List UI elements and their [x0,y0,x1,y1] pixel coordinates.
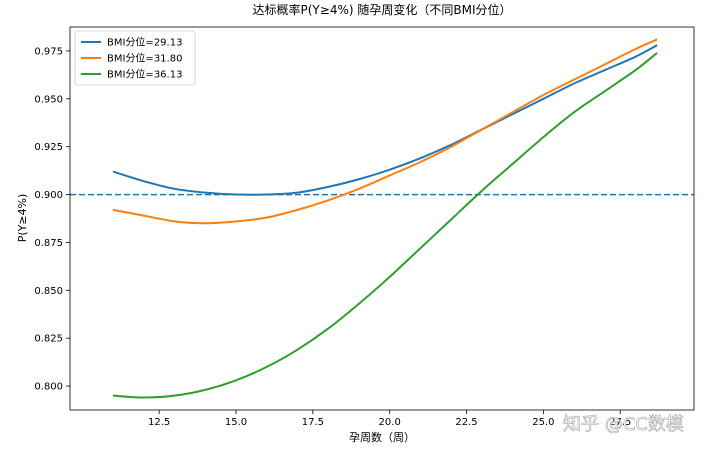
x-tick-label: 27.5 [609,417,631,428]
y-tick-label: 0.975 [34,46,63,57]
legend: BMI分位=29.13 BMI分位=31.80 BMI分位=36.13 [74,30,196,86]
x-tick-label: 20.0 [379,417,401,428]
y-tick-label: 0.875 [34,238,63,249]
legend-label: BMI分位=36.13 [107,68,182,81]
x-tick-label: 15.0 [225,417,247,428]
legend-label: BMI分位=29.13 [107,36,182,49]
y-tick-label: 0.925 [34,142,63,153]
x-axis-label: 孕周数（周） [349,431,415,444]
watermark-text: 知乎 @CC数模 [563,414,684,435]
y-tick-label: 0.950 [34,94,63,105]
y-tick-label: 0.800 [34,382,63,393]
chart-title: 达标概率P(Y≥4%) 随孕周变化（不同BMI分位） [253,2,512,17]
plot-frame [69,26,695,411]
y-tick-label: 0.850 [34,286,63,297]
series-line-1 [112,44,658,196]
series-line-3 [112,52,658,399]
legend-label: BMI分位=31.80 [107,52,182,65]
y-tick-label: 0.825 [34,334,63,345]
x-tick-label: 17.5 [302,417,324,428]
plot-layer: 12.5 15.0 17.5 20.0 22.5 25.0 27.5 0.800 0.825 0.… [34,38,694,428]
series-line-2 [112,38,658,225]
x-tick-label: 12.5 [148,417,170,428]
y-axis-label: P(Y≥4%) [16,194,29,243]
legend-box [74,30,196,86]
x-tick-label: 25.0 [532,417,554,428]
y-tick-label: 0.900 [34,190,63,201]
x-tick-label: 22.5 [455,417,477,428]
